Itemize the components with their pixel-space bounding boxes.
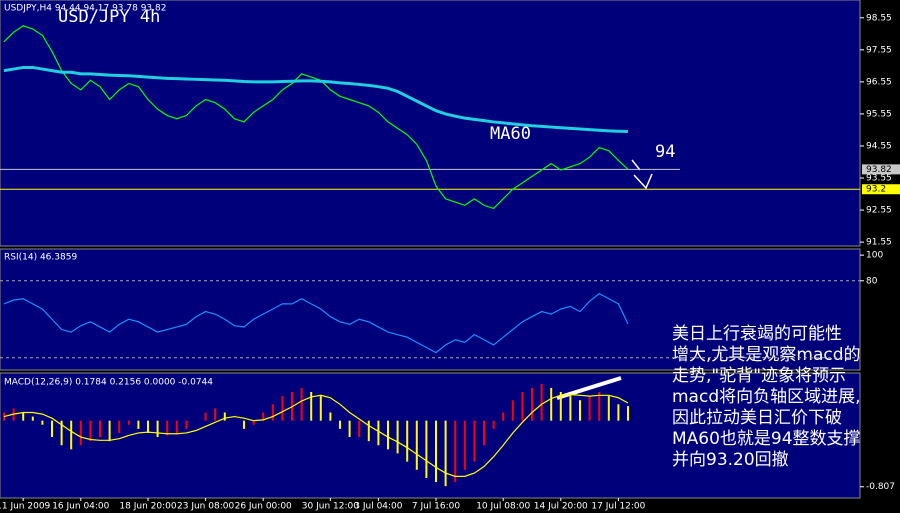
x-tick-label: 11 Jun 2009 <box>0 502 51 512</box>
y-tick-label: 94.55 <box>866 141 892 151</box>
x-tick-label: 10 Jul 08:00 <box>476 502 530 512</box>
y-tick-label: 98.55 <box>866 13 892 23</box>
y-tick-label: 92.55 <box>866 206 892 216</box>
x-tick-label: 30 Jun 12:00 <box>302 502 359 512</box>
annotation: MA60 <box>490 124 531 144</box>
x-tick-label: 14 Jul 20:00 <box>534 502 588 512</box>
x-tick-label: 18 Jun 20:00 <box>119 502 176 512</box>
x-tick-label: 3 Jul 04:00 <box>354 502 403 512</box>
y-tick-label: 91.55 <box>866 238 892 248</box>
chart-title: USD/JPY 4h <box>58 7 160 27</box>
y-tick-label: 100 <box>866 251 883 261</box>
note-line: 美日上行衰竭的可能性 <box>672 324 842 344</box>
note-line: MA60也就是94整数支撑 <box>672 429 861 449</box>
price-label-box <box>862 164 900 175</box>
y-tick-label: 97.55 <box>866 45 892 55</box>
annotation: 94 <box>655 142 675 162</box>
series-line <box>3 393 629 477</box>
note-line: macd将向负轴区域进展, <box>672 387 861 407</box>
rsi-title: RSI(14) 46.3859 <box>4 253 77 263</box>
main-panel <box>0 0 861 247</box>
y-tick-label: -0.807 <box>866 482 895 492</box>
y-tick-label: 96.55 <box>866 77 892 87</box>
x-tick-label: 23 Jun 08:00 <box>177 502 234 512</box>
note-line: 走势,"驼背"迹象将预示 <box>672 366 846 386</box>
y-tick-label: 80 <box>866 276 878 286</box>
price-label: 93.82 <box>866 165 892 175</box>
series-line <box>3 65 629 134</box>
note-line: 因此拉动美日汇价下破 <box>672 408 842 428</box>
x-tick-label: 16 Jun 04:00 <box>52 502 109 512</box>
chart-subtitle: USDJPY,H4 94.44 94.17 93.78 93.82 <box>4 4 166 14</box>
x-tick-label: 17 Jul 12:00 <box>591 502 645 512</box>
macd-panel <box>0 372 861 499</box>
x-tick-label: 26 Jun 00:00 <box>235 502 292 512</box>
note-line: 并向93.20回撤 <box>672 450 789 470</box>
price-label-box <box>862 184 900 195</box>
macd-title: MACD(12,26,9) 0.1784 0.2156 0.0000 -0.07… <box>4 378 213 388</box>
y-tick-label: 93.55 <box>866 174 892 184</box>
note-line: 增大,尤其是观察macd的 <box>672 345 861 365</box>
price-label: 93.2 <box>866 185 886 195</box>
arrow <box>631 159 653 190</box>
y-tick-label: 95.55 <box>866 109 892 119</box>
x-tick-label: 7 Jul 16:00 <box>412 502 461 512</box>
series-line <box>3 25 629 210</box>
series-line <box>3 292 629 354</box>
